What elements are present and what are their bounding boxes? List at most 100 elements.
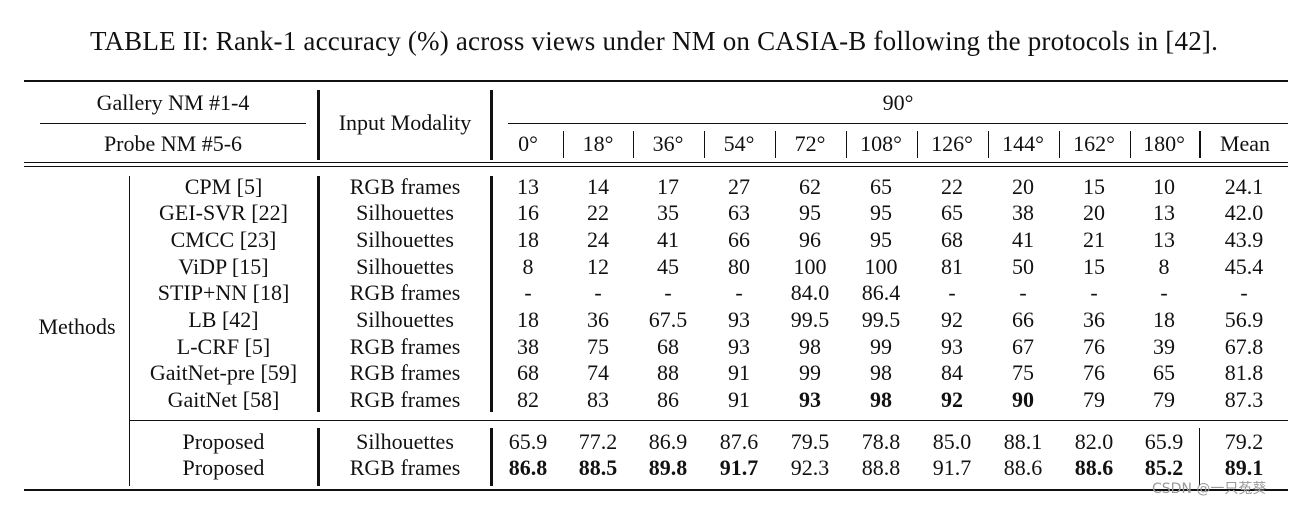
accuracy-cell: 82 <box>517 387 539 412</box>
input-modality: RGB frames <box>349 280 461 305</box>
accuracy-cell: 91.7 <box>932 455 972 480</box>
accuracy-cell: 62 <box>799 174 821 199</box>
angle-separator <box>775 131 776 158</box>
accuracy-cell: 93 <box>799 387 821 412</box>
mean-cell: 79.2 <box>1224 429 1264 454</box>
accuracy-cell: 93 <box>728 334 750 359</box>
probe-angle-header: 36° <box>652 131 684 156</box>
accuracy-cell: 96 <box>799 227 821 252</box>
accuracy-cell: 80 <box>728 254 750 279</box>
accuracy-cell: 91.7 <box>719 455 759 480</box>
angle-separator <box>1199 131 1201 158</box>
mean-header: Mean <box>1219 131 1271 156</box>
accuracy-cell: - <box>1090 280 1098 305</box>
accuracy-cell: 68 <box>517 360 539 385</box>
mean-cell: 42.0 <box>1224 200 1264 225</box>
accuracy-cell: 95 <box>870 200 892 225</box>
accuracy-cell: 38 <box>1012 200 1034 225</box>
accuracy-cell: 66 <box>1012 307 1034 332</box>
accuracy-cell: - <box>664 280 672 305</box>
accuracy-cell: 10 <box>1153 174 1175 199</box>
accuracy-cell: 27 <box>728 174 750 199</box>
accuracy-cell: 18 <box>517 307 539 332</box>
accuracy-cell: - <box>594 280 602 305</box>
accuracy-cell: 65 <box>1153 360 1175 385</box>
accuracy-cell: 63 <box>728 200 750 225</box>
accuracy-cell: 75 <box>1012 360 1034 385</box>
accuracy-cell: 79 <box>1153 387 1175 412</box>
angle-separator <box>988 131 989 158</box>
accuracy-cell: 82.0 <box>1074 429 1114 454</box>
accuracy-cell: 13 <box>517 174 539 199</box>
accuracy-cell: 18 <box>517 227 539 252</box>
accuracy-cell: 15 <box>1083 254 1105 279</box>
accuracy-cell: 65 <box>870 174 892 199</box>
accuracy-cell: 14 <box>587 174 609 199</box>
method-name: LB [42] <box>188 307 259 332</box>
accuracy-cell: 84 <box>941 360 963 385</box>
angle-separator <box>704 131 705 158</box>
accuracy-cell: 15 <box>1083 174 1105 199</box>
watermark-text: CSDN @一只菟葵 <box>1152 481 1267 497</box>
accuracy-cell: 100 <box>793 254 827 279</box>
angle-separator <box>846 131 847 158</box>
proposed-rule <box>130 420 1288 421</box>
body-sep-group <box>129 176 130 486</box>
accuracy-cell: 22 <box>941 174 963 199</box>
accuracy-cell: 88.6 <box>1074 455 1114 480</box>
angle-separator <box>563 131 564 158</box>
proposed-sep-mean <box>1199 428 1200 486</box>
body-sep-left <box>317 176 320 412</box>
accuracy-cell: 41 <box>1012 227 1034 252</box>
probe-angle-header: 54° <box>723 131 755 156</box>
probe-angle-header: 72° <box>794 131 826 156</box>
accuracy-cell: - <box>1160 280 1168 305</box>
accuracy-cell: 8 <box>522 254 534 279</box>
input-modality: Silhouettes <box>356 254 454 279</box>
method-name: ViDP [15] <box>178 254 269 279</box>
accuracy-cell: 50 <box>1012 254 1034 279</box>
accuracy-cell: 21 <box>1083 227 1105 252</box>
accuracy-cell: 86 <box>657 387 679 412</box>
accuracy-cell: 99.5 <box>790 307 830 332</box>
accuracy-cell: 65 <box>941 200 963 225</box>
input-modality: RGB frames <box>349 387 461 412</box>
accuracy-cell: 85.0 <box>932 429 972 454</box>
accuracy-cell: 83 <box>587 387 609 412</box>
accuracy-cell: 68 <box>941 227 963 252</box>
probe-angle-header: 18° <box>582 131 614 156</box>
accuracy-cell: 13 <box>1153 200 1175 225</box>
accuracy-cell: 86.8 <box>508 455 548 480</box>
probe-angle-header: 180° <box>1143 131 1185 156</box>
method-name: CPM [5] <box>184 174 263 199</box>
angle-separator <box>633 131 634 158</box>
accuracy-cell: 99 <box>870 334 892 359</box>
accuracy-cell: 88.6 <box>1003 455 1043 480</box>
accuracy-cell: 100 <box>864 254 898 279</box>
accuracy-cell: 90 <box>1012 387 1034 412</box>
accuracy-cell: 95 <box>799 200 821 225</box>
accuracy-cell: 92 <box>941 387 963 412</box>
method-name: GaitNet [58] <box>167 387 280 412</box>
accuracy-cell: 99 <box>799 360 821 385</box>
accuracy-cell: - <box>524 280 532 305</box>
accuracy-cell: 36 <box>587 307 609 332</box>
probe-angle-header: 162° <box>1073 131 1115 156</box>
accuracy-cell: 81 <box>941 254 963 279</box>
accuracy-cell: 77.2 <box>578 429 618 454</box>
input-modality: Silhouettes <box>356 227 454 252</box>
angle-separator <box>917 131 918 158</box>
table-caption: TABLE II: Rank-1 accuracy (%) across vie… <box>89 26 1219 56</box>
accuracy-cell: - <box>948 280 956 305</box>
accuracy-cell: 98 <box>870 387 892 412</box>
input-modality: Silhouettes <box>356 307 454 332</box>
accuracy-cell: 67 <box>1012 334 1034 359</box>
accuracy-cell: 18 <box>1153 307 1175 332</box>
header-bottom-rule-2 <box>24 166 1288 167</box>
accuracy-cell: 8 <box>1158 254 1170 279</box>
method-name: Proposed <box>182 429 265 454</box>
header-sep-right <box>490 90 493 160</box>
accuracy-cell: 45 <box>657 254 679 279</box>
accuracy-cell: 16 <box>517 200 539 225</box>
accuracy-cell: 88.5 <box>578 455 618 480</box>
